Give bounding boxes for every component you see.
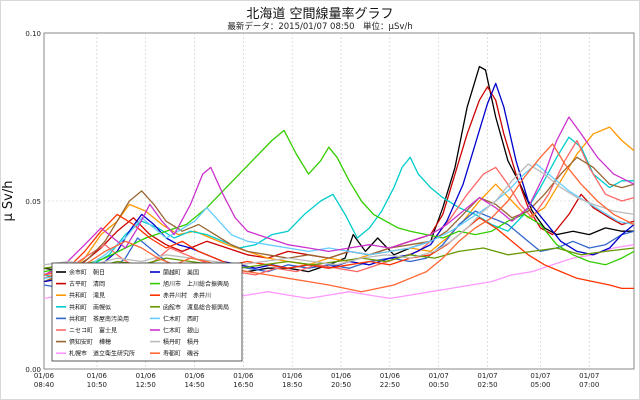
legend-label: 倶知安町 樺穂: [69, 338, 111, 346]
y-axis-label: μ Sv/h: [1, 181, 16, 222]
series-line-13: [43, 163, 635, 279]
y-tick-label: 0.10: [25, 30, 41, 38]
legend-label: 仁木町 銀山: [163, 327, 199, 335]
x-tick-time: 10:50: [87, 381, 107, 389]
x-tick-date: 01/06: [282, 372, 303, 380]
x-tick-time: 00:50: [429, 381, 449, 389]
x-tick-time: 16:50: [233, 381, 253, 389]
legend-label: 赤井川村 赤井川: [163, 292, 211, 300]
axes: 01/0608:4001/0610:5001/0612:5001/0614:50…: [25, 30, 599, 389]
x-tick-time: 05:00: [530, 381, 550, 389]
series-lines: [43, 65, 635, 300]
legend-label: 札幌市 道立衛生研究所: [69, 350, 135, 358]
x-tick-date: 01/07: [477, 372, 497, 380]
series-line-5: [43, 210, 635, 290]
x-tick-date: 01/06: [136, 372, 157, 380]
chart-subtitle: 最新データ：2015/01/07 08:50 単位：μSv/h: [227, 22, 413, 32]
legend-label: ニセコ町 富士見: [69, 327, 117, 335]
legend-label: 古平町 清岡: [69, 280, 105, 288]
legend-label: 寿都町 磯谷: [163, 350, 199, 358]
x-tick-time: 22:50: [380, 381, 400, 389]
x-tick-time: 14:50: [184, 381, 204, 389]
x-tick-time: 07:00: [579, 381, 599, 389]
x-tick-date: 01/07: [530, 372, 550, 380]
series-line-16: [43, 143, 635, 293]
y-tick-label: 0.05: [25, 198, 41, 206]
legend-label: 共和町 南幌似: [69, 303, 111, 311]
legend-label: 函館市 渡島総合振興局: [163, 303, 229, 311]
grid-lines: [44, 33, 634, 369]
series-line-15: [43, 163, 635, 266]
legend-label: 共和町 茶屋南汚染用: [69, 315, 129, 323]
x-tick-time: 12:50: [136, 381, 156, 389]
x-tick-date: 01/06: [34, 372, 55, 380]
x-tick-date: 01/06: [331, 372, 352, 380]
series-line-11: [43, 213, 634, 290]
x-tick-date: 01/07: [579, 372, 599, 380]
x-tick-time: 02:50: [477, 381, 497, 389]
x-tick-time: 20:50: [331, 381, 351, 389]
legend-box: [51, 262, 243, 362]
x-tick-date: 01/06: [380, 372, 401, 380]
legend-label: 積丹町 積丹: [163, 338, 199, 346]
legend-label: 共和町 滝見: [69, 292, 105, 300]
legend-label: 仁木町 西町: [163, 315, 199, 323]
x-tick-date: 01/06: [233, 372, 254, 380]
legend-label: 余市町 朝日: [69, 269, 105, 277]
x-tick-date: 01/07: [429, 372, 449, 380]
x-tick-date: 01/06: [184, 372, 205, 380]
series-line-14: [43, 116, 635, 276]
series-line-7: [43, 156, 635, 283]
series-line-10: [43, 129, 635, 273]
x-tick-time: 08:40: [34, 381, 54, 389]
legend-label: 蘭越町 美国: [163, 269, 199, 277]
x-tick-time: 18:50: [282, 381, 302, 389]
y-tick-label: 0.00: [25, 366, 41, 374]
x-tick-date: 01/06: [87, 372, 108, 380]
legend-label: 旭川市 上川総合振興局: [163, 280, 229, 288]
chart-title: 北海道 空間線量率グラフ: [246, 7, 394, 22]
